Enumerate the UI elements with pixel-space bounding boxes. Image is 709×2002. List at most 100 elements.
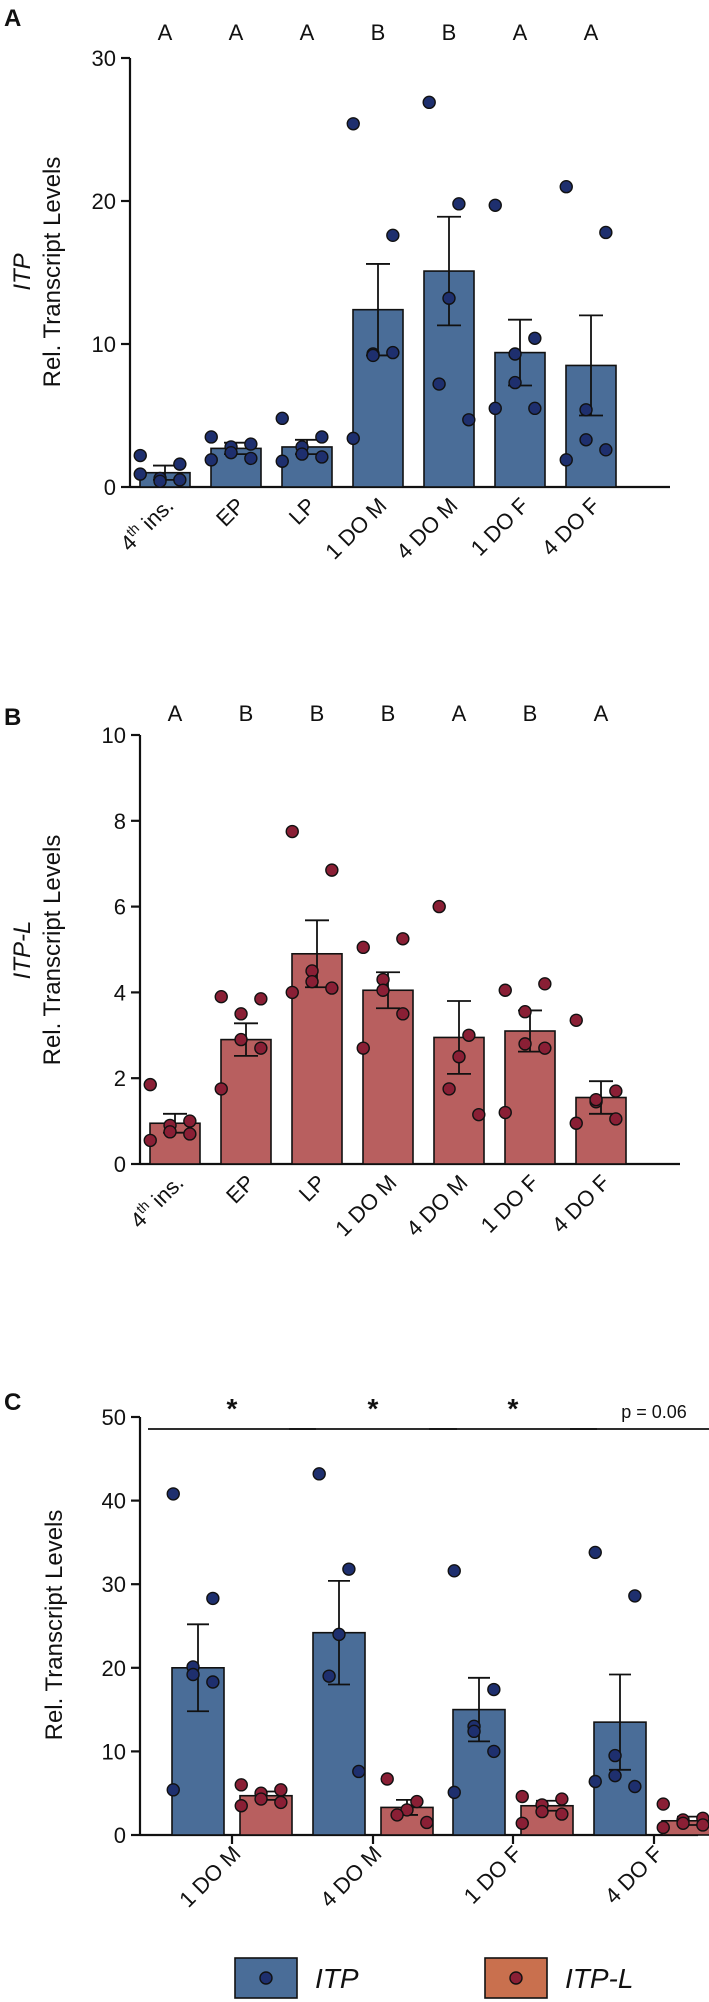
panel-a-y-tick-label: 10 (92, 332, 116, 357)
panel-a-data-point (366, 348, 380, 363)
panel-b-x-tick-label-main: EP (221, 1170, 259, 1208)
panel-a-data-point (133, 448, 147, 463)
panel-c-data-point (206, 1591, 220, 1606)
panel-a-x-tick-label-main: 1 DO M (320, 493, 391, 564)
panel-c-x-tick-label: 4 DO M (315, 1841, 386, 1912)
panel-c-significance-label: p = 0.06 (621, 1402, 687, 1422)
panel-b-data-point (234, 1032, 248, 1047)
panel-a-x-tick-label-main: 4 DO F (537, 493, 605, 561)
panel-b-data-point (442, 1082, 456, 1096)
panel-b-data-point (305, 974, 319, 989)
panel-a-significance-label: A (513, 20, 528, 45)
panel-b-x-tick-label: 4th ins. (124, 1168, 189, 1233)
panel-b-x-tick-label-main: 4 DO M (401, 1170, 472, 1241)
panel-a-data-point (488, 198, 502, 212)
panel-b-data-point (498, 983, 512, 997)
panel-b-data-point (609, 1112, 623, 1126)
panel-b-x-tick-label-main: LP (294, 1170, 331, 1207)
panel-b-data-point (498, 1105, 512, 1120)
legend-label-itp-l: ITP-L (565, 1963, 633, 1994)
panel-b-significance-label: A (168, 701, 183, 726)
panel-b-y-tick-label: 4 (114, 980, 126, 1005)
panel-a-x-tick-label: 4th ins. (114, 491, 179, 556)
panel-b-x-tick-label: 4 DO M (401, 1170, 472, 1241)
panel-c-data-point (467, 1724, 481, 1739)
panel-c-y-tick-label: 50 (102, 1405, 126, 1430)
panel-c-data-point (535, 1804, 549, 1819)
panel-c-significance-label: * (368, 1393, 379, 1424)
panel-b-significance-label: B (239, 701, 254, 726)
panel-b-y-tick-label: 10 (102, 723, 126, 748)
panel-a-y-tick-label: 0 (104, 475, 116, 500)
panel-c-data-point (254, 1792, 268, 1806)
panel-c-data-point (274, 1783, 288, 1797)
panel-a-significance-label: B (442, 20, 457, 45)
panel-a-data-point (462, 413, 476, 427)
panel-b-y-label: Rel. Transcript Levels (39, 835, 66, 1066)
panel-b-data-point (183, 1127, 197, 1141)
panel-b-data-point (518, 1037, 532, 1051)
panel-a-significance-label: B (371, 20, 386, 45)
panel-a-data-point (599, 443, 613, 457)
panel-b-x-tick-label: LP (294, 1170, 331, 1207)
panel-b-data-point (325, 863, 339, 877)
panel-b-significance-label: A (594, 701, 609, 726)
panel-c-data-point (515, 1816, 529, 1830)
panel-a-data-point (508, 347, 522, 361)
panel-a-data-point (315, 450, 329, 464)
panel-a-data-point (488, 401, 502, 416)
panel-c-data-point (166, 1783, 180, 1797)
panel-b-y-tick-label: 8 (114, 809, 126, 834)
panel-b-data-point (163, 1125, 177, 1139)
panel-a-data-point (559, 453, 573, 467)
panel-b-data-point (609, 1084, 623, 1098)
panel-b-y-tick-label: 2 (114, 1066, 126, 1091)
panel-b-y-tick-label: 0 (114, 1152, 126, 1177)
panel-b-data-point (589, 1092, 603, 1107)
panel-c-significance-label: * (508, 1393, 519, 1424)
panel-b-data-point (432, 899, 446, 914)
panel-c-data-point (696, 1818, 709, 1832)
panel-b-data-point (356, 1041, 370, 1055)
panel-c-data-point (487, 1682, 501, 1697)
panel-b-bar (220, 1038, 272, 1165)
panel-c-data-point (447, 1564, 461, 1578)
panel-b-significance-label: A (452, 701, 467, 726)
panel-c-data-point (588, 1545, 602, 1560)
panel-c-data-point (656, 1820, 670, 1835)
panel-b-data-point (452, 1050, 466, 1064)
panel-c-data-point (274, 1795, 288, 1810)
panel-c-data-point (420, 1815, 434, 1830)
panel-c-x-tick-label: 1 DO M (174, 1841, 245, 1912)
panel-b-data-point (254, 1041, 268, 1055)
panel-c-data-point (380, 1772, 394, 1786)
panel-a-significance-label: A (229, 20, 244, 45)
panel-c-data-point (676, 1816, 690, 1830)
panel-a-significance-label: A (158, 20, 173, 45)
panel-b-significance-label: B (523, 701, 538, 726)
panel-c-x-tick-label: 4 DO F (600, 1841, 668, 1909)
panel-a-data-point (315, 430, 329, 444)
panel-b-x-tick-label-main: 4 DO F (547, 1170, 615, 1238)
panel-b-data-point (183, 1114, 197, 1128)
panel-a-x-tick-label: 1 DO F (466, 493, 534, 561)
panel-b-x-tick-label-main: 1 DO M (330, 1170, 401, 1241)
panel-c-data-point (234, 1799, 248, 1813)
panel-a-y-label: Rel. Transcript Levels (39, 157, 66, 388)
panel-a-x-tick-label-main: EP (211, 493, 249, 531)
panel-c-data-point (515, 1789, 529, 1804)
panel-a-data-point (173, 457, 187, 471)
panel-c-data-point (588, 1774, 602, 1789)
panel-c-data-point (628, 1779, 642, 1794)
panel-a-data-point (346, 431, 360, 446)
panel-a-x-tick-label: EP (211, 493, 249, 531)
panel-b-data-point (143, 1077, 157, 1092)
panel-b-data-point (569, 1013, 583, 1027)
panel-b-x-tick-label-main: 1 DO F (476, 1170, 544, 1238)
panel-a-data-point (559, 179, 573, 194)
panel-a-data-point (295, 447, 309, 461)
panel-b-data-point (285, 824, 299, 839)
panel-c-data-point (206, 1675, 220, 1689)
